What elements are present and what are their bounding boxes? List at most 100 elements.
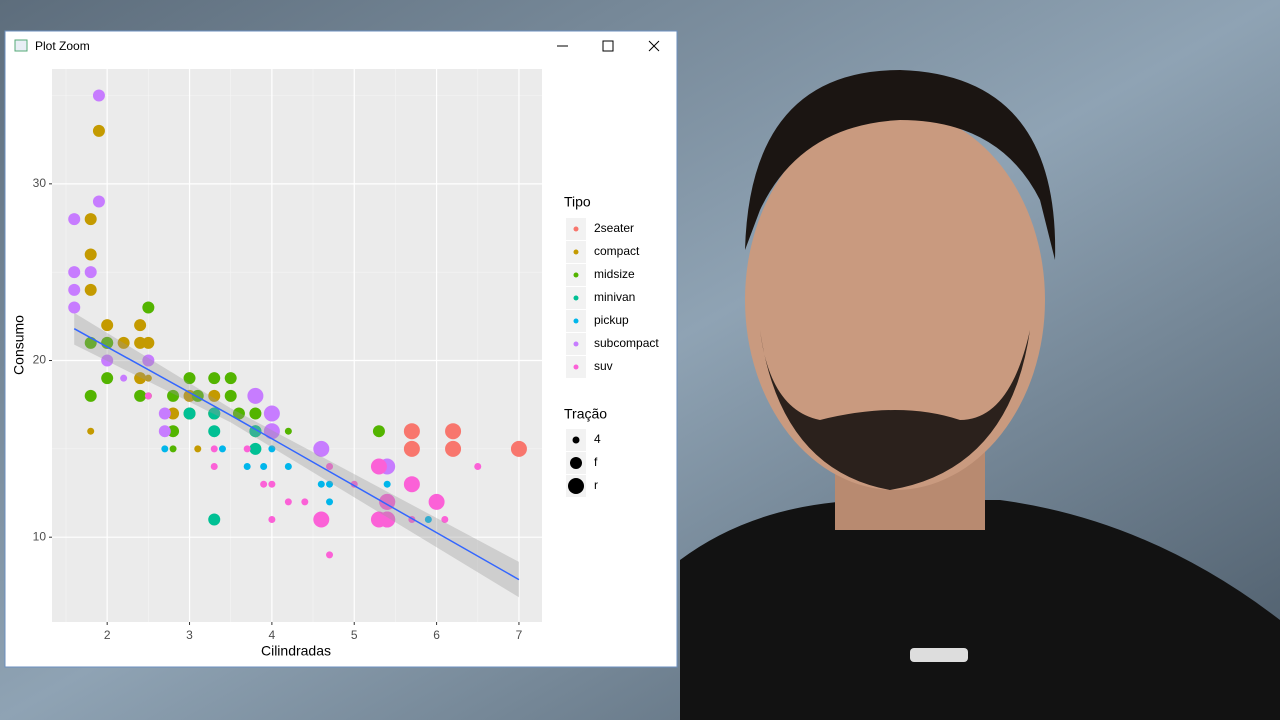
data-point bbox=[284, 463, 292, 471]
data-point bbox=[379, 511, 396, 528]
data-point bbox=[208, 389, 221, 402]
legend-swatch bbox=[573, 272, 579, 278]
x-axis-title: Cilindradas bbox=[261, 643, 331, 659]
data-point bbox=[101, 354, 114, 367]
data-point bbox=[232, 407, 245, 420]
data-point bbox=[144, 374, 152, 382]
data-point bbox=[169, 445, 177, 453]
data-point bbox=[167, 407, 180, 420]
legend-label: pickup bbox=[594, 313, 629, 327]
plot-zoom-window: Plot Zoom Cilindradas Consumo Tipo Traçã… bbox=[4, 30, 678, 668]
data-point bbox=[370, 458, 387, 475]
close-button[interactable] bbox=[648, 40, 660, 52]
legend-title: Tipo bbox=[564, 194, 591, 210]
data-point bbox=[510, 440, 527, 457]
data-point bbox=[403, 423, 420, 440]
data-point bbox=[218, 445, 226, 453]
confidence-band bbox=[74, 312, 519, 598]
data-point bbox=[284, 498, 292, 506]
data-point bbox=[247, 387, 264, 404]
data-point bbox=[134, 389, 147, 402]
data-point bbox=[134, 336, 147, 349]
data-point bbox=[101, 372, 114, 385]
data-point bbox=[313, 440, 330, 457]
data-point bbox=[326, 498, 334, 506]
data-point bbox=[263, 405, 280, 422]
window-icon bbox=[14, 39, 28, 52]
data-point bbox=[208, 407, 221, 420]
data-point bbox=[284, 427, 292, 435]
data-point bbox=[84, 266, 97, 279]
x-tick-label: 3 bbox=[186, 628, 193, 642]
data-point bbox=[92, 195, 105, 208]
data-point bbox=[428, 493, 445, 510]
data-point bbox=[101, 319, 114, 332]
y-tick-label: 30 bbox=[33, 176, 47, 190]
size-legend-label: f bbox=[594, 455, 598, 469]
data-point bbox=[313, 511, 330, 528]
y-axis-title: Consumo bbox=[11, 315, 27, 375]
data-point bbox=[260, 480, 268, 488]
data-point bbox=[161, 445, 169, 453]
data-point bbox=[268, 445, 276, 453]
legend-swatch bbox=[573, 341, 579, 347]
data-point bbox=[117, 336, 130, 349]
data-point bbox=[142, 336, 155, 349]
y-tick-label: 10 bbox=[33, 529, 47, 543]
data-point bbox=[158, 425, 171, 438]
legend-swatch bbox=[573, 364, 579, 370]
data-point bbox=[183, 407, 196, 420]
data-point bbox=[183, 389, 196, 402]
size-legend-label: r bbox=[594, 478, 598, 492]
data-point bbox=[317, 480, 325, 488]
data-point bbox=[142, 354, 155, 367]
data-point bbox=[372, 425, 385, 438]
data-point bbox=[424, 516, 432, 524]
data-point bbox=[224, 389, 237, 402]
data-point bbox=[194, 445, 202, 453]
data-point bbox=[268, 480, 276, 488]
data-point bbox=[134, 319, 147, 332]
data-point bbox=[134, 372, 147, 385]
legend-label: compact bbox=[594, 244, 640, 258]
data-point bbox=[326, 551, 334, 559]
legend-label: minivan bbox=[594, 290, 635, 304]
data-point bbox=[84, 213, 97, 226]
x-tick-label: 5 bbox=[351, 628, 358, 642]
data-point bbox=[68, 301, 81, 314]
data-point bbox=[167, 389, 180, 402]
data-point bbox=[167, 425, 180, 438]
x-tick-label: 4 bbox=[269, 628, 276, 642]
legend-swatch bbox=[573, 226, 579, 232]
size-legend-title: Tração bbox=[564, 406, 607, 422]
x-tick-label: 6 bbox=[433, 628, 440, 642]
data-point bbox=[208, 372, 221, 385]
data-point bbox=[144, 392, 152, 400]
data-point bbox=[142, 301, 155, 314]
data-point bbox=[474, 463, 482, 471]
data-point bbox=[403, 476, 420, 493]
plot-panel bbox=[52, 69, 542, 622]
data-point bbox=[224, 372, 237, 385]
legend-label: suv bbox=[594, 359, 613, 373]
size-legend-swatch bbox=[568, 478, 584, 494]
data-point bbox=[208, 513, 221, 526]
data-point bbox=[243, 463, 251, 471]
legend-swatch bbox=[573, 249, 579, 255]
data-point bbox=[326, 480, 334, 488]
data-point bbox=[326, 463, 334, 471]
data-point bbox=[210, 445, 218, 453]
x-tick-label: 7 bbox=[516, 628, 523, 642]
data-point bbox=[183, 372, 196, 385]
data-point bbox=[84, 389, 97, 402]
data-point bbox=[260, 463, 268, 471]
data-point bbox=[158, 407, 171, 420]
data-point bbox=[87, 427, 95, 435]
legend-swatch bbox=[573, 295, 579, 301]
size-legend-label: 4 bbox=[594, 432, 601, 446]
maximize-button[interactable] bbox=[602, 40, 614, 52]
data-point bbox=[92, 124, 105, 137]
data-point bbox=[68, 283, 81, 296]
legend-swatch bbox=[573, 318, 579, 324]
